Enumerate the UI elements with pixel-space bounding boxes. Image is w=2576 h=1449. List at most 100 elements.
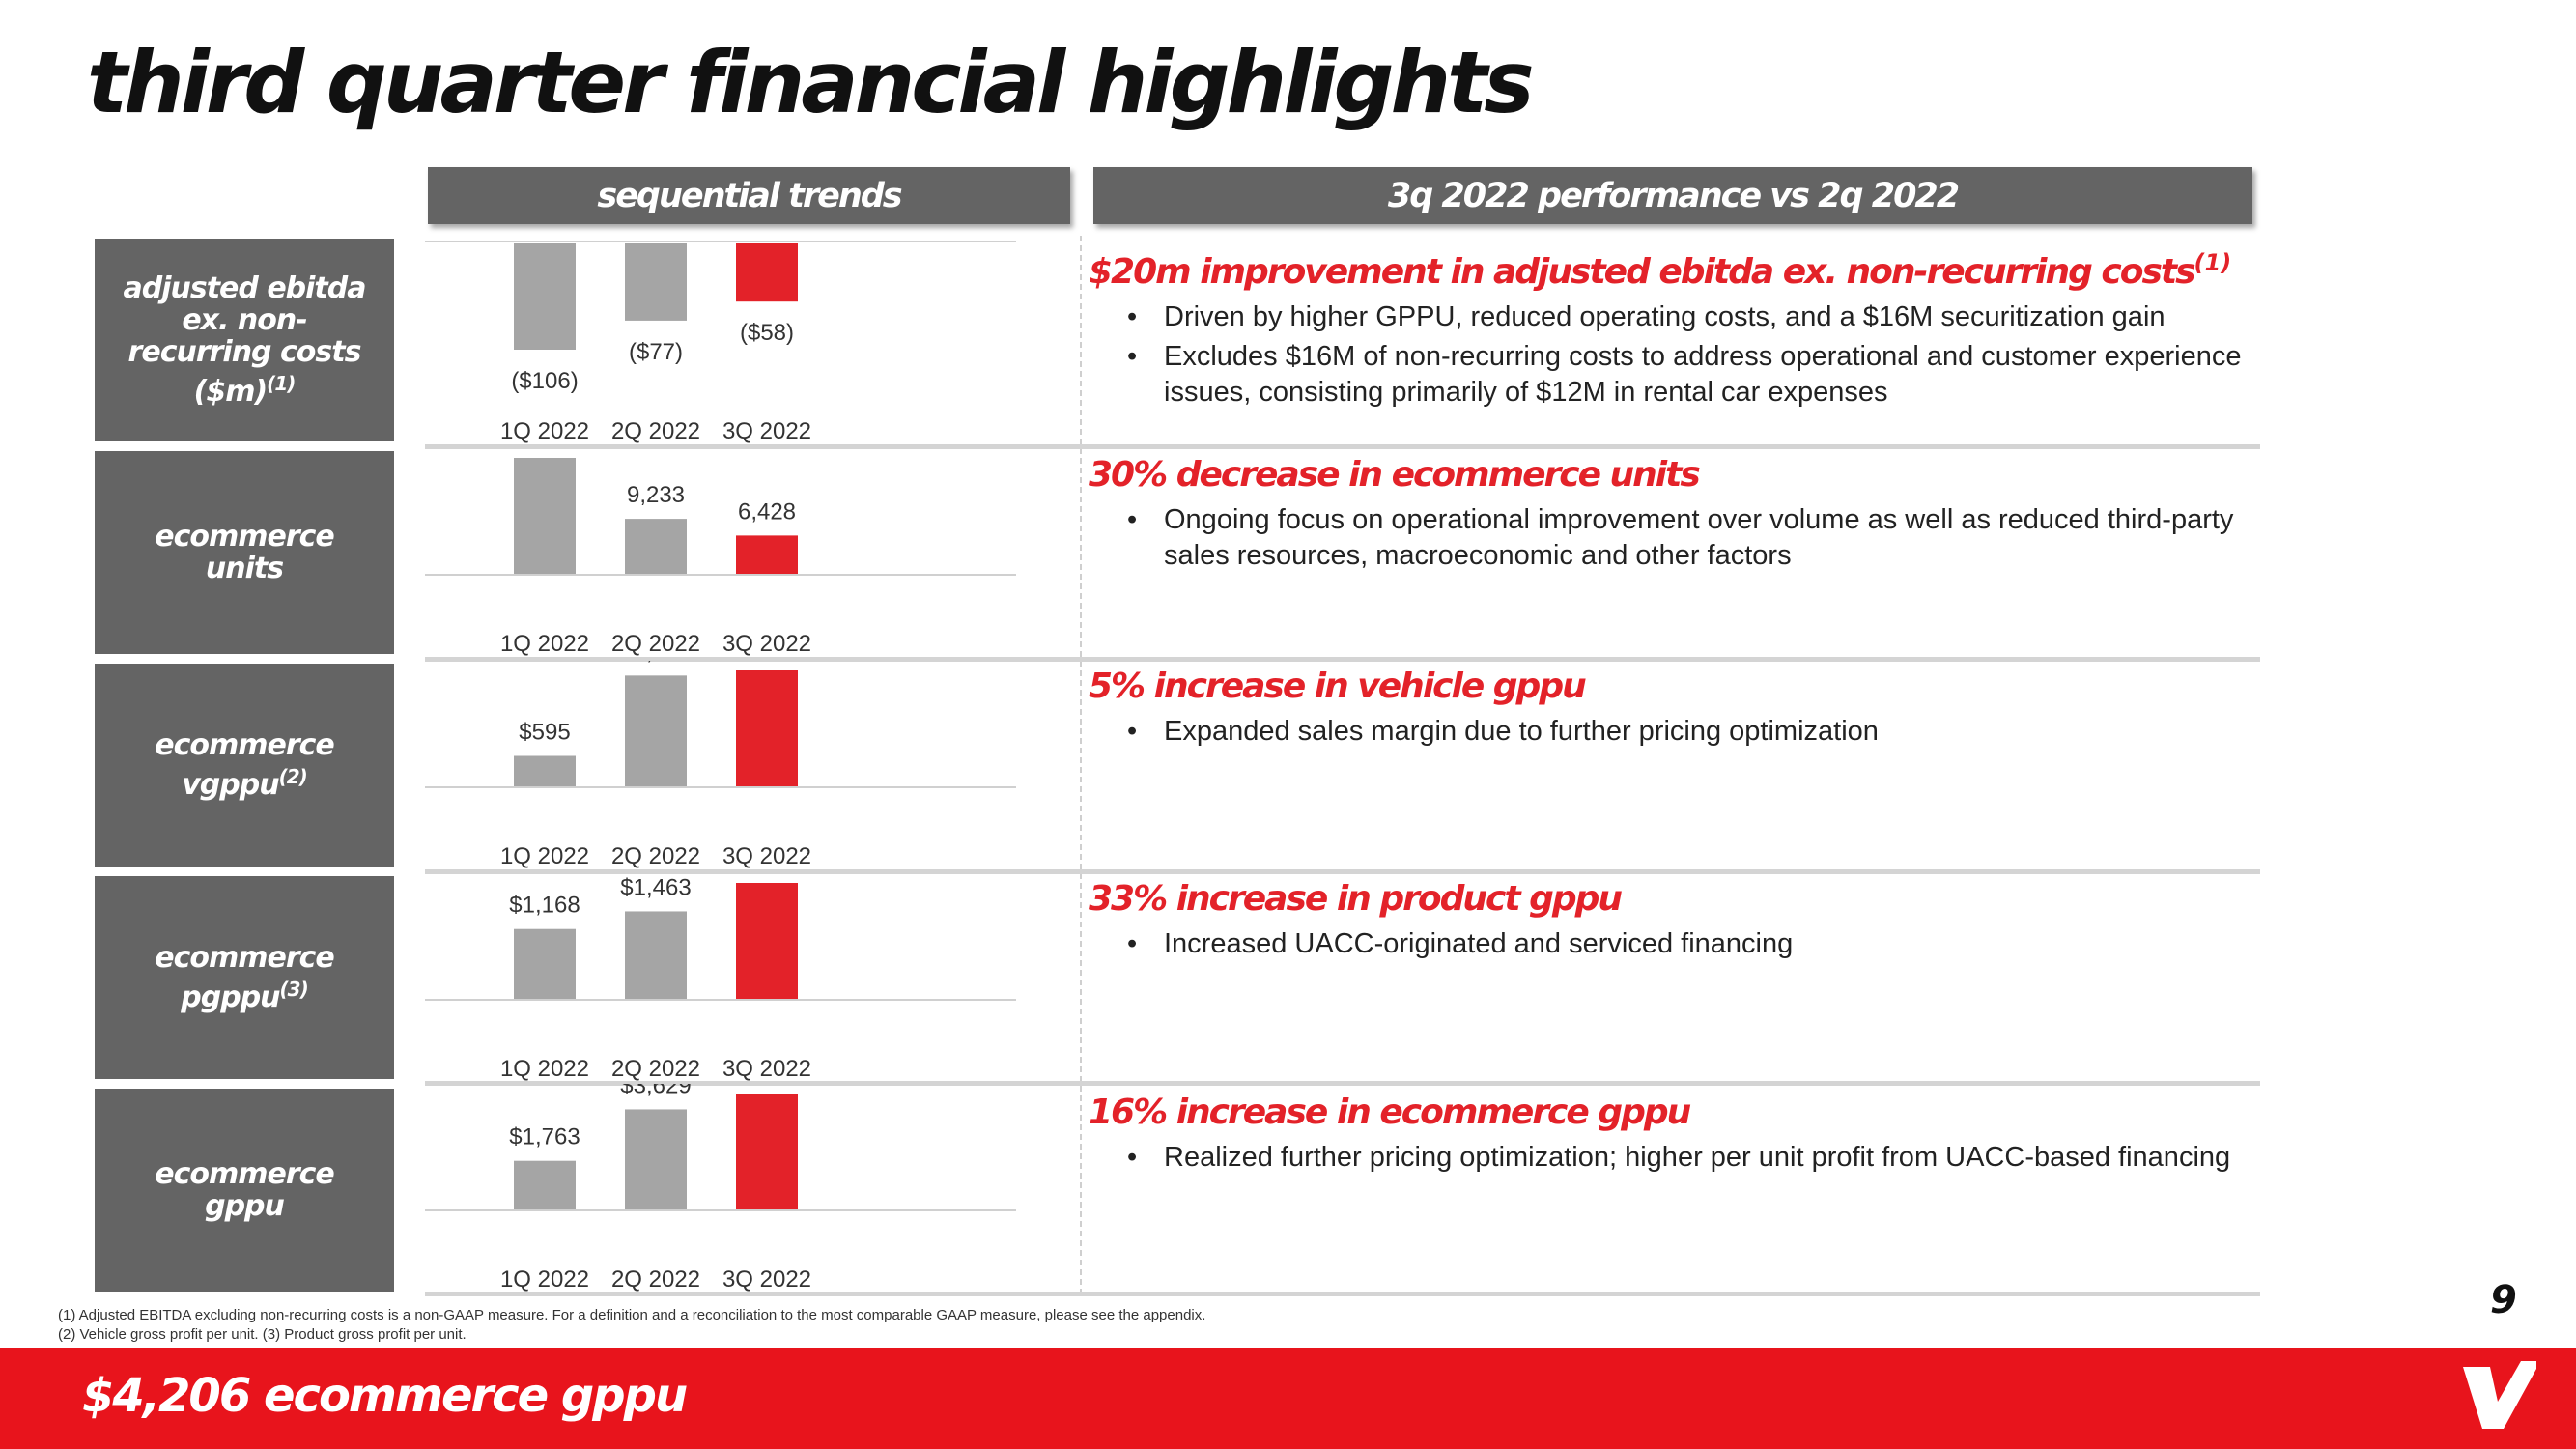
bar-value-label: $1,168	[509, 893, 580, 919]
bar-3q-2022	[736, 1094, 798, 1209]
bullet-item: Excludes $16M of non-recurring costs to …	[1127, 339, 2257, 411]
headline-text: 5% increase in vehicle gppu	[1089, 667, 1587, 706]
bar-value-label: $1,463	[620, 874, 691, 900]
page-title: third quarter financial highlights	[87, 33, 1535, 132]
bar-2q-2022	[625, 675, 687, 786]
row-label-adjusted-ebitda: adjusted ebitda ex. non-recurring costs ($…	[95, 239, 394, 441]
row-label-line: adjusted ebitda	[123, 271, 367, 305]
bullet-list: Realized further pricing optimization; h…	[1089, 1140, 2257, 1176]
bar-value-label: $595	[519, 720, 570, 746]
category-label: 1Q 2022	[500, 631, 589, 657]
bullet-list: Increased UACC-originated and serviced f…	[1089, 926, 2257, 962]
category-label: 2Q 2022	[611, 631, 700, 657]
category-label: 2Q 2022	[611, 1266, 700, 1293]
row-label-line: ecommerce	[155, 941, 335, 975]
sequential-trends-header: sequential trends	[428, 167, 1070, 224]
bar-value-label: ($58)	[740, 320, 794, 346]
category-label: 1Q 2022	[500, 1266, 589, 1293]
page-number: 9	[2490, 1278, 2517, 1322]
description-headline: 16% increase in ecommerce gppu	[1089, 1092, 2257, 1134]
footnote-marker: (1)	[2194, 249, 2232, 276]
row-label-line: vgppu(2)	[182, 765, 308, 802]
bar-2q-2022	[625, 911, 687, 999]
row-label-line: ecommerce	[155, 520, 335, 554]
bar-value-label: $1,763	[509, 1124, 580, 1151]
footnote-marker: (2)	[278, 765, 308, 788]
category-label: 1Q 2022	[500, 418, 589, 444]
bar-value-label: 6,428	[738, 498, 796, 525]
footnotes: (1) Adjusted EBITDA excluding non-recurr…	[58, 1306, 1205, 1345]
bullet-item: Ongoing focus on operational improvement…	[1127, 502, 2257, 574]
chart-adjusted-ebitda: ($106) 1Q 2022 ($77) 2Q 2022 ($58) 3Q 2022	[425, 241, 1016, 444]
description-ecommerce-pgppu: 33% increase in product gppu Increased UA…	[1089, 878, 2257, 966]
bullet-item: Expanded sales margin due to further pri…	[1127, 714, 2257, 750]
category-label: 3Q 2022	[722, 1266, 811, 1293]
row-separator	[425, 444, 2260, 449]
bullet-item: Driven by higher GPPU, reduced operating…	[1127, 299, 2257, 335]
description-ecommerce-gppu: 16% increase in ecommerce gppu Realized f…	[1089, 1092, 2257, 1179]
bar-3q-2022	[736, 883, 798, 999]
row-label-ecommerce-pgppu: ecommerce pgppu(3)	[95, 876, 394, 1079]
category-label: 2Q 2022	[611, 1056, 700, 1082]
bar-1q-2022	[514, 755, 576, 786]
row-label-ecommerce-gppu: ecommerce gppu	[95, 1089, 394, 1292]
footnote-marker: (1)	[267, 372, 296, 395]
headline-text: $20m improvement in adjusted ebitda ex. …	[1089, 252, 2196, 292]
description-ecommerce-units: 30% decrease in ecommerce units Ongoing f…	[1089, 454, 2257, 578]
bullet-list: Ongoing focus on operational improvement…	[1089, 502, 2257, 574]
row-label-ecommerce-vgppu: ecommerce vgppu(2)	[95, 664, 394, 867]
row-label-line: ecommerce	[155, 728, 335, 762]
footnote-marker: (3)	[279, 978, 309, 1001]
row-label-line: ex. non-	[182, 303, 307, 337]
bar-2q-2022	[625, 243, 687, 321]
bottom-banner: $4,206 ecommerce gppu	[0, 1348, 2576, 1449]
bar-1q-2022	[514, 1160, 576, 1209]
footnote: (2) Vehicle gross profit per unit. (3) P…	[58, 1326, 467, 1343]
description-headline: 30% decrease in ecommerce units	[1089, 454, 2257, 497]
bar-1q-2022	[514, 928, 576, 999]
bar-3q-2022	[736, 670, 798, 786]
bar-1q-2022	[514, 458, 576, 574]
headline-text: 33% increase in product gppu	[1089, 879, 1623, 919]
description-headline: 33% increase in product gppu	[1089, 878, 2257, 921]
bar-value-label: ($77)	[629, 339, 683, 365]
row-label-line: gppu	[205, 1189, 285, 1223]
row-separator	[425, 869, 2260, 874]
bar-value-label: 9,233	[627, 482, 685, 508]
bar-3q-2022	[736, 535, 798, 574]
headline-text: 16% increase in ecommerce gppu	[1089, 1093, 1691, 1132]
bar-value-label: $3,629	[620, 1084, 691, 1098]
row-label-line: units	[205, 552, 284, 585]
category-label: 1Q 2022	[500, 843, 589, 869]
bullet-item: Realized further pricing optimization; h…	[1127, 1140, 2257, 1176]
row-separator	[425, 657, 2260, 662]
row-label-line: ($m)(1)	[193, 372, 297, 409]
bullet-list: Expanded sales margin due to further pri…	[1089, 714, 2257, 750]
vroom-v-logo-icon	[2463, 1361, 2536, 1429]
category-label: 3Q 2022	[722, 631, 811, 657]
row-label-line: pgppu(3)	[181, 978, 309, 1014]
row-label-line: ecommerce	[155, 1157, 335, 1191]
description-headline: $20m improvement in adjusted ebitda ex. …	[1089, 242, 2257, 294]
bar-value-label: $2,166	[620, 661, 691, 665]
row-label-line: recurring costs	[127, 335, 362, 369]
description-adjusted-ebitda: $20m improvement in adjusted ebitda ex. …	[1089, 242, 2257, 414]
bar-1q-2022	[514, 243, 576, 350]
row-label-ecommerce-units: ecommerce units	[95, 451, 394, 654]
category-label: 3Q 2022	[722, 1056, 811, 1082]
bottom-banner-text: $4,206 ecommerce gppu	[82, 1369, 688, 1423]
bar-2q-2022	[625, 519, 687, 574]
footnote: (1) Adjusted EBITDA excluding non-recurr…	[58, 1307, 1206, 1323]
description-ecommerce-vgppu: 5% increase in vehicle gppu Expanded sale…	[1089, 666, 2257, 753]
bullet-item: Increased UACC-originated and serviced f…	[1127, 926, 2257, 962]
category-label: 3Q 2022	[722, 843, 811, 869]
category-label: 2Q 2022	[611, 418, 700, 444]
performance-header: 3q 2022 performance vs 2q 2022	[1093, 167, 2252, 224]
bar-3q-2022	[736, 243, 798, 302]
category-label: 1Q 2022	[500, 1056, 589, 1082]
category-label: 3Q 2022	[722, 418, 811, 444]
